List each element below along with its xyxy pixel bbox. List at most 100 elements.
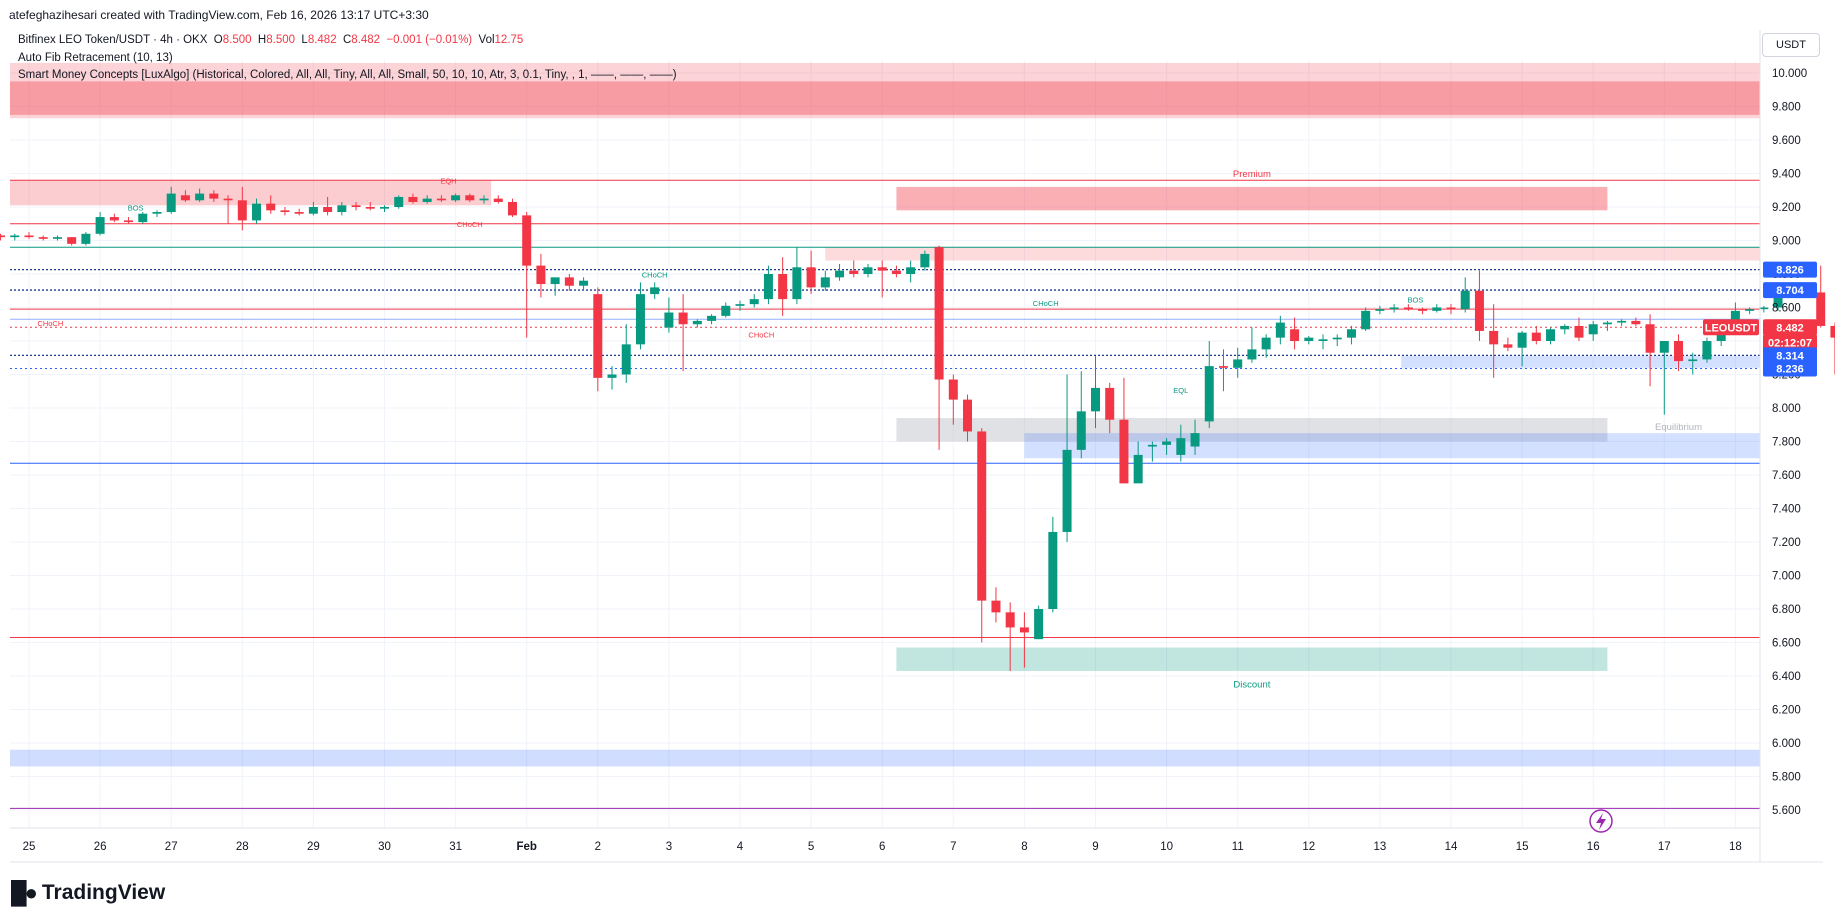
candle-body: [308, 207, 318, 214]
candle-body: [1489, 330, 1499, 345]
candle-body: [621, 344, 631, 375]
chart-grid: [10, 60, 1760, 828]
candle-body: [422, 198, 432, 202]
y-tick-label: 9.600: [1772, 135, 1801, 147]
candle-body: [1403, 307, 1413, 310]
price-label-text: 8.704: [1776, 285, 1804, 297]
candle-body: [1218, 366, 1228, 368]
candle-body: [550, 277, 560, 285]
candle-body: [67, 237, 77, 244]
smc-label: BOS: [1408, 295, 1424, 304]
candle-body: [38, 237, 48, 239]
close-label: C: [342, 34, 352, 46]
y-tick-label: 5.800: [1772, 772, 1801, 784]
candle-body: [10, 235, 20, 238]
price-label-box: [1763, 282, 1817, 299]
smc-label: CHoCH: [37, 319, 63, 328]
y-tick-label: 7.400: [1772, 504, 1801, 516]
candle-body: [1773, 290, 1783, 308]
smc-zone: [10, 62, 1760, 119]
candle-body: [820, 277, 830, 288]
indicator-smc-legend[interactable]: Smart Money Concepts [LuxAlgo] (Historic…: [18, 69, 677, 81]
candle-body: [1546, 329, 1556, 341]
x-tick-label: 30: [378, 841, 391, 853]
high-label: H: [257, 34, 267, 46]
smc-label: CHoCH: [457, 220, 483, 229]
open-label: O: [213, 34, 223, 46]
candle-body: [1105, 387, 1115, 420]
candle-body: [436, 198, 446, 201]
tradingview-logo[interactable]: █● TradingView: [11, 880, 165, 906]
candle-body: [1162, 441, 1172, 445]
candle-body: [493, 198, 503, 202]
x-tick-label: 12: [1302, 841, 1315, 853]
candle-body: [1290, 329, 1300, 341]
candle-body: [1147, 444, 1157, 447]
candle-body: [209, 193, 219, 199]
candle-body: [195, 193, 205, 201]
candle-body: [1304, 337, 1314, 341]
y-tick-label: 10.000: [1772, 68, 1807, 80]
candle-body: [1759, 307, 1769, 310]
x-tick-label: 10: [1160, 841, 1173, 853]
bolt-icon[interactable]: [1589, 809, 1613, 833]
x-tick-label: 18: [1729, 841, 1742, 853]
candle-body: [1361, 310, 1371, 330]
candle-body: [664, 312, 674, 328]
price-label-text: 02:12:07: [1768, 337, 1812, 349]
candle-body: [1674, 341, 1684, 362]
candle-body: [707, 315, 717, 321]
volume-value: 12.75: [494, 34, 524, 46]
candle-body: [1418, 309, 1428, 311]
x-tick-label: 2: [595, 841, 601, 853]
candle-body: [1346, 329, 1356, 338]
candle-body: [1588, 324, 1598, 335]
candle-body: [1602, 322, 1612, 325]
symbol-title[interactable]: Bitfinex LEO Token/USDT · 4h · OKX: [18, 34, 208, 46]
y-tick-label: 7.800: [1772, 437, 1801, 449]
candle-body: [564, 277, 574, 286]
smc-zone: [896, 647, 1608, 671]
smc-zone: [1401, 356, 1760, 368]
symbol-legend: Bitfinex LEO Token/USDT · 4h · OKX O 8.50…: [18, 34, 523, 46]
candle-body: [1005, 612, 1015, 628]
candle-body: [1119, 419, 1129, 484]
x-tick-label: 11: [1232, 841, 1244, 853]
candle-body: [1190, 433, 1200, 447]
candle-body: [948, 379, 958, 400]
candle-body: [1233, 359, 1243, 368]
candle-body: [1091, 387, 1100, 412]
candle-body: [237, 200, 247, 221]
smc-zone: [10, 81, 1760, 115]
candle-body: [95, 217, 105, 234]
candle-body: [749, 299, 759, 305]
y-tick-label: 6.400: [1772, 671, 1801, 683]
indicator-fib-legend[interactable]: Auto Fib Retracement (10, 13): [18, 52, 173, 64]
candle-body: [991, 600, 1001, 613]
candle-body: [1517, 332, 1527, 348]
candle-body: [934, 247, 944, 380]
y-tick-label: 9.800: [1772, 102, 1801, 114]
plot-area: [10, 60, 1760, 828]
high-value: 8.500: [266, 34, 296, 46]
x-tick-label: 9: [1092, 841, 1098, 853]
y-tick-label: 6.600: [1772, 638, 1801, 650]
y-tick-label: 7.200: [1772, 537, 1801, 549]
smc-zone: [10, 749, 1760, 767]
candle-body: [1645, 324, 1655, 353]
candle-body: [0, 235, 6, 238]
candle-body: [1261, 337, 1271, 350]
candle-body: [1816, 292, 1826, 326]
candle-body: [920, 253, 930, 268]
low-value: 8.482: [307, 34, 337, 46]
smc-labels: EQH BOS CHoCH CHoCH CHoCH CHoCH CHoCH EQL BOS Pre…: [37, 169, 1702, 691]
candle-body: [252, 203, 262, 221]
x-tick-label: 15: [1516, 841, 1529, 853]
candle-body: [465, 195, 475, 201]
candle-body: [635, 294, 645, 345]
candle-body: [963, 399, 973, 432]
currency-button[interactable]: USDT: [1762, 33, 1820, 57]
x-tick-label: 17: [1658, 841, 1671, 853]
